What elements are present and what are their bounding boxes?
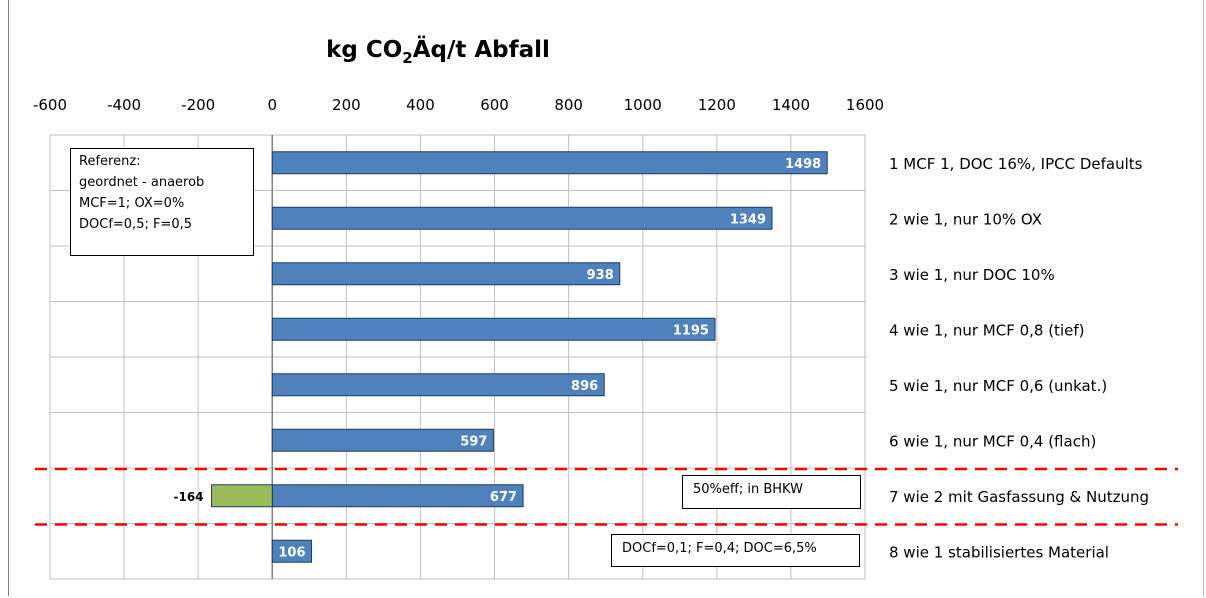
x-tick-label: 1200	[698, 96, 736, 114]
category-label: 7 wie 2 mit Gasfassung & Nutzung	[889, 488, 1149, 506]
bar	[211, 484, 273, 508]
category-label: 1 MCF 1, DOC 16%, IPCC Defaults	[889, 155, 1143, 173]
category-label: 3 wie 1, nur DOC 10%	[889, 266, 1055, 284]
bar	[271, 206, 773, 230]
x-tick-label: -600	[33, 96, 67, 114]
chart-title: kg CO2Äq/t Abfall	[326, 35, 550, 67]
category-label: 8 wie 1 stabilisiertes Material	[889, 543, 1109, 561]
category-label: 2 wie 1, nur 10% OX	[889, 210, 1042, 228]
data-label: 677	[490, 490, 517, 505]
row7-note-text: 50%eff; in BHKW	[693, 482, 803, 497]
x-tick-label: 1600	[846, 96, 884, 114]
data-label: 106	[278, 545, 305, 560]
category-labels: 1 MCF 1, DOC 16%, IPCC Defaults 2 wie 1, …	[889, 155, 1149, 562]
reference-note-line: MCF=1; OX=0%	[79, 196, 185, 211]
x-tick-label: 400	[406, 96, 435, 114]
x-tick-label: -400	[107, 96, 141, 114]
bar	[271, 428, 494, 452]
chart-frame	[8, 0, 1204, 596]
x-tick-label: 600	[480, 96, 509, 114]
x-tick-label: 200	[332, 96, 361, 114]
bar	[271, 151, 828, 175]
reference-note-line: Referenz:	[79, 154, 141, 169]
bar	[271, 262, 621, 286]
data-label: 1195	[673, 323, 709, 338]
reference-note: Referenz: geordnet - anaerob MCF=1; OX=0…	[70, 148, 254, 256]
x-tick-label: 1400	[772, 96, 810, 114]
x-tick-label: 1000	[624, 96, 662, 114]
reference-note-line: geordnet - anaerob	[79, 175, 205, 190]
row8-note-text: DOCf=0,1; F=0,4; DOC=6,5%	[622, 541, 817, 556]
row8-note: DOCf=0,1; F=0,4; DOC=6,5%	[611, 534, 860, 567]
category-label: 5 wie 1, nur MCF 0,6 (unkat.)	[889, 377, 1107, 395]
category-label: 4 wie 1, nur MCF 0,8 (tief)	[889, 321, 1084, 339]
category-label: 6 wie 1, nur MCF 0,4 (flach)	[889, 432, 1096, 450]
x-tick-label: 800	[554, 96, 583, 114]
data-label: 938	[587, 268, 614, 283]
row7-note: 50%eff; in BHKW	[682, 475, 861, 509]
x-axis-ticks: -600 -400 -200 0 200 400 600 800 1000 1200 1400 160…	[33, 96, 884, 114]
bar	[271, 539, 313, 563]
bar	[271, 373, 605, 397]
data-label: 896	[571, 379, 598, 394]
x-tick-label: -200	[181, 96, 215, 114]
data-label: 597	[460, 434, 487, 449]
bar	[271, 317, 716, 341]
data-label: -164	[173, 490, 203, 504]
data-label: 1349	[730, 212, 766, 227]
x-tick-label: 0	[267, 96, 277, 114]
bars: 1498 1349 938 1195 896 597 677 106 -164	[173, 151, 828, 563]
data-label: 1498	[785, 157, 821, 172]
reference-note-line: DOCf=0,5; F=0,5	[79, 217, 193, 232]
separator-lines	[35, 467, 1178, 526]
bar	[271, 484, 524, 508]
